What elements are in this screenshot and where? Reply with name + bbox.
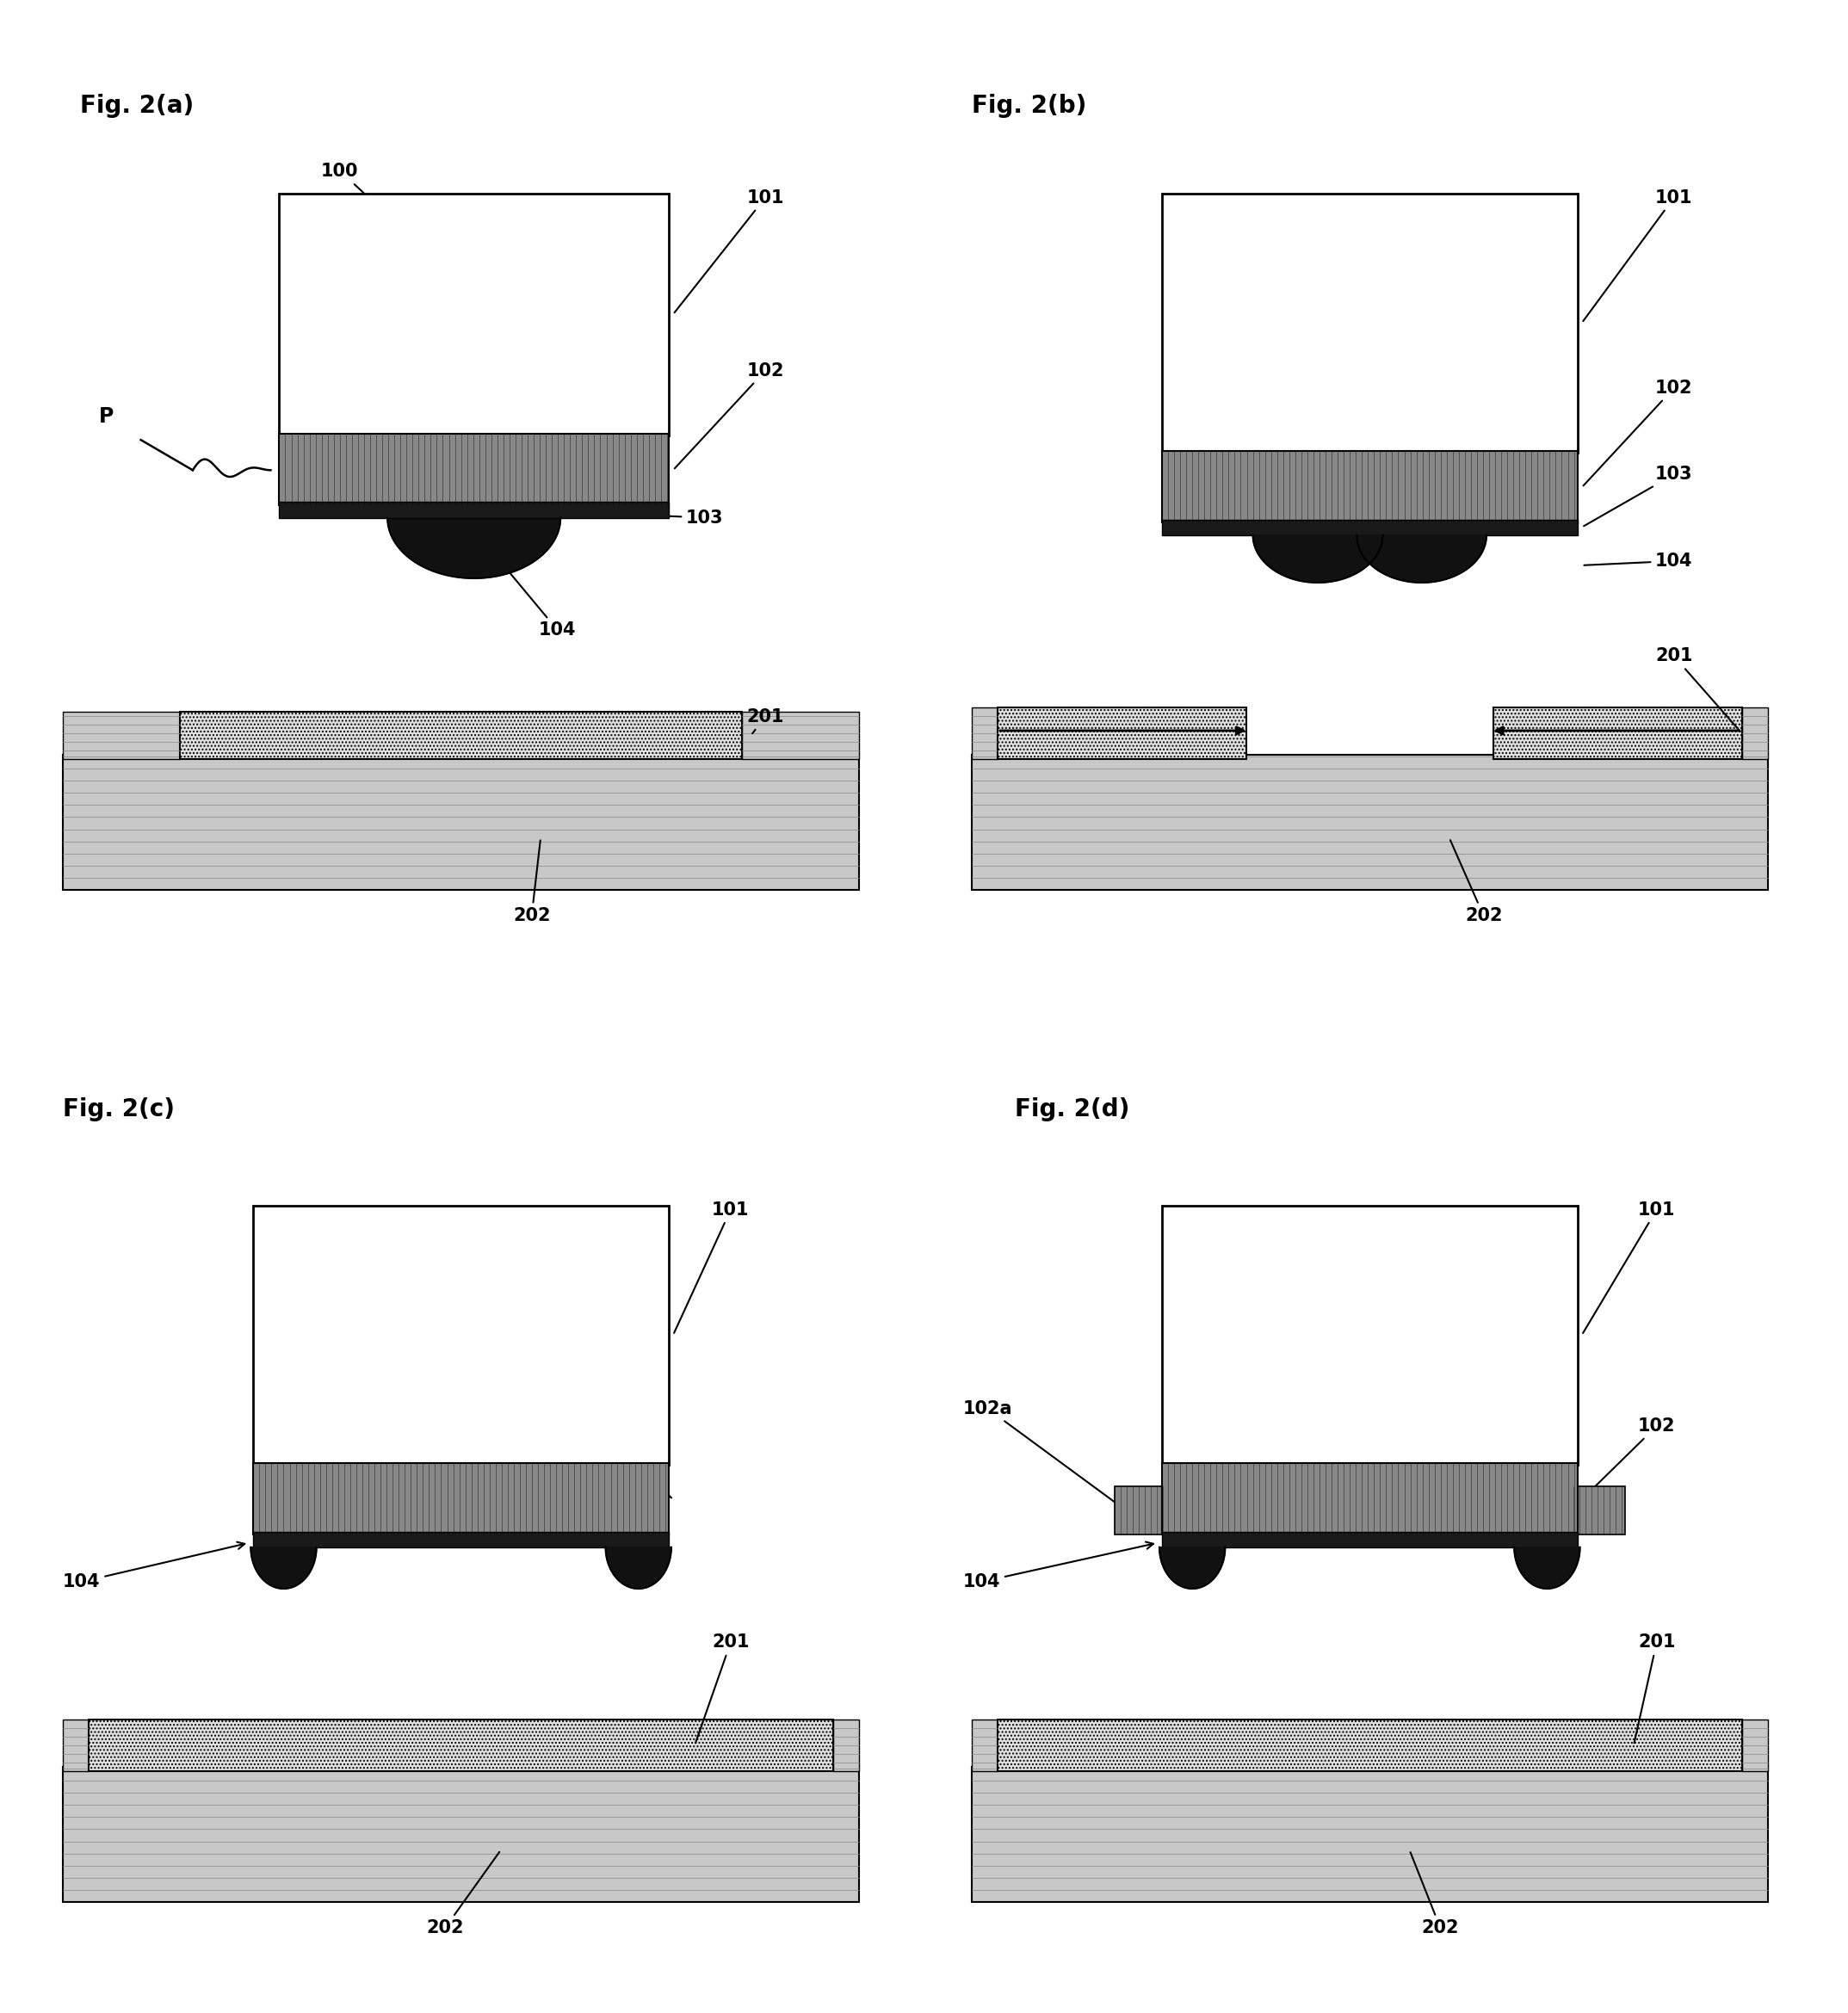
Bar (1162, 1532, 1578, 1548)
Bar (253, 1206, 669, 1465)
Bar (279, 193, 669, 435)
Bar (1162, 451, 1578, 521)
Text: 101: 101 (1584, 1202, 1676, 1333)
Bar (972, 707, 998, 759)
Text: 201: 201 (747, 709, 784, 733)
Text: 104: 104 (963, 1542, 1153, 1590)
Text: 201: 201 (1656, 648, 1741, 731)
Polygon shape (1356, 535, 1486, 582)
Text: 202: 202 (1410, 1852, 1460, 1937)
Bar (279, 435, 669, 505)
Text: 102a: 102a (963, 1401, 1122, 1508)
Text: 202: 202 (514, 839, 551, 924)
Bar (998, 707, 1246, 759)
Bar (1162, 193, 1578, 453)
Bar (1573, 1486, 1624, 1534)
Text: 100: 100 (322, 163, 453, 310)
Bar (1743, 707, 1769, 759)
Text: 104: 104 (63, 1542, 244, 1590)
Bar (1493, 707, 1743, 759)
Text: 201: 201 (695, 1635, 750, 1743)
Polygon shape (1253, 535, 1382, 582)
Text: Fig. 2(d): Fig. 2(d) (1015, 1097, 1129, 1121)
Text: 104: 104 (1584, 552, 1693, 570)
Text: 102: 102 (675, 362, 784, 469)
Text: 102: 102 (599, 1435, 671, 1498)
Bar (63, 711, 179, 759)
Text: 102: 102 (1584, 378, 1693, 485)
Text: 104: 104 (501, 564, 577, 638)
Bar (1162, 1463, 1578, 1534)
Text: Fig. 2(a): Fig. 2(a) (79, 95, 194, 119)
Bar (63, 1767, 859, 1902)
Text: 101: 101 (1584, 189, 1693, 322)
Bar (279, 501, 669, 517)
Bar (972, 1719, 998, 1771)
Bar (63, 755, 859, 890)
Polygon shape (606, 1548, 671, 1588)
Text: Fig. 2(b): Fig. 2(b) (972, 95, 1087, 119)
Text: 201: 201 (1634, 1635, 1676, 1743)
Text: 103: 103 (534, 509, 723, 525)
Polygon shape (1514, 1548, 1580, 1588)
Bar (253, 1463, 669, 1534)
Text: 102: 102 (1584, 1417, 1676, 1498)
Bar (89, 1719, 833, 1771)
Bar (179, 711, 743, 759)
Bar (743, 711, 859, 759)
Polygon shape (1159, 1548, 1225, 1588)
Bar (998, 1719, 1743, 1771)
Bar (1162, 519, 1578, 535)
Bar (972, 1767, 1769, 1902)
Bar (833, 1719, 859, 1771)
Text: 101: 101 (675, 1202, 750, 1333)
Text: 103: 103 (1584, 465, 1693, 525)
Text: 202: 202 (1451, 839, 1502, 924)
Bar (1114, 1486, 1166, 1534)
Bar (63, 1719, 89, 1771)
Text: Fig. 2(c): Fig. 2(c) (63, 1097, 176, 1121)
Bar (1162, 1206, 1578, 1465)
Polygon shape (251, 1548, 316, 1588)
Text: P: P (98, 407, 115, 427)
Text: 202: 202 (427, 1852, 499, 1937)
Polygon shape (388, 517, 560, 578)
Text: 101: 101 (675, 189, 784, 312)
Bar (1743, 1719, 1769, 1771)
Bar (253, 1532, 669, 1548)
Bar (972, 755, 1769, 890)
